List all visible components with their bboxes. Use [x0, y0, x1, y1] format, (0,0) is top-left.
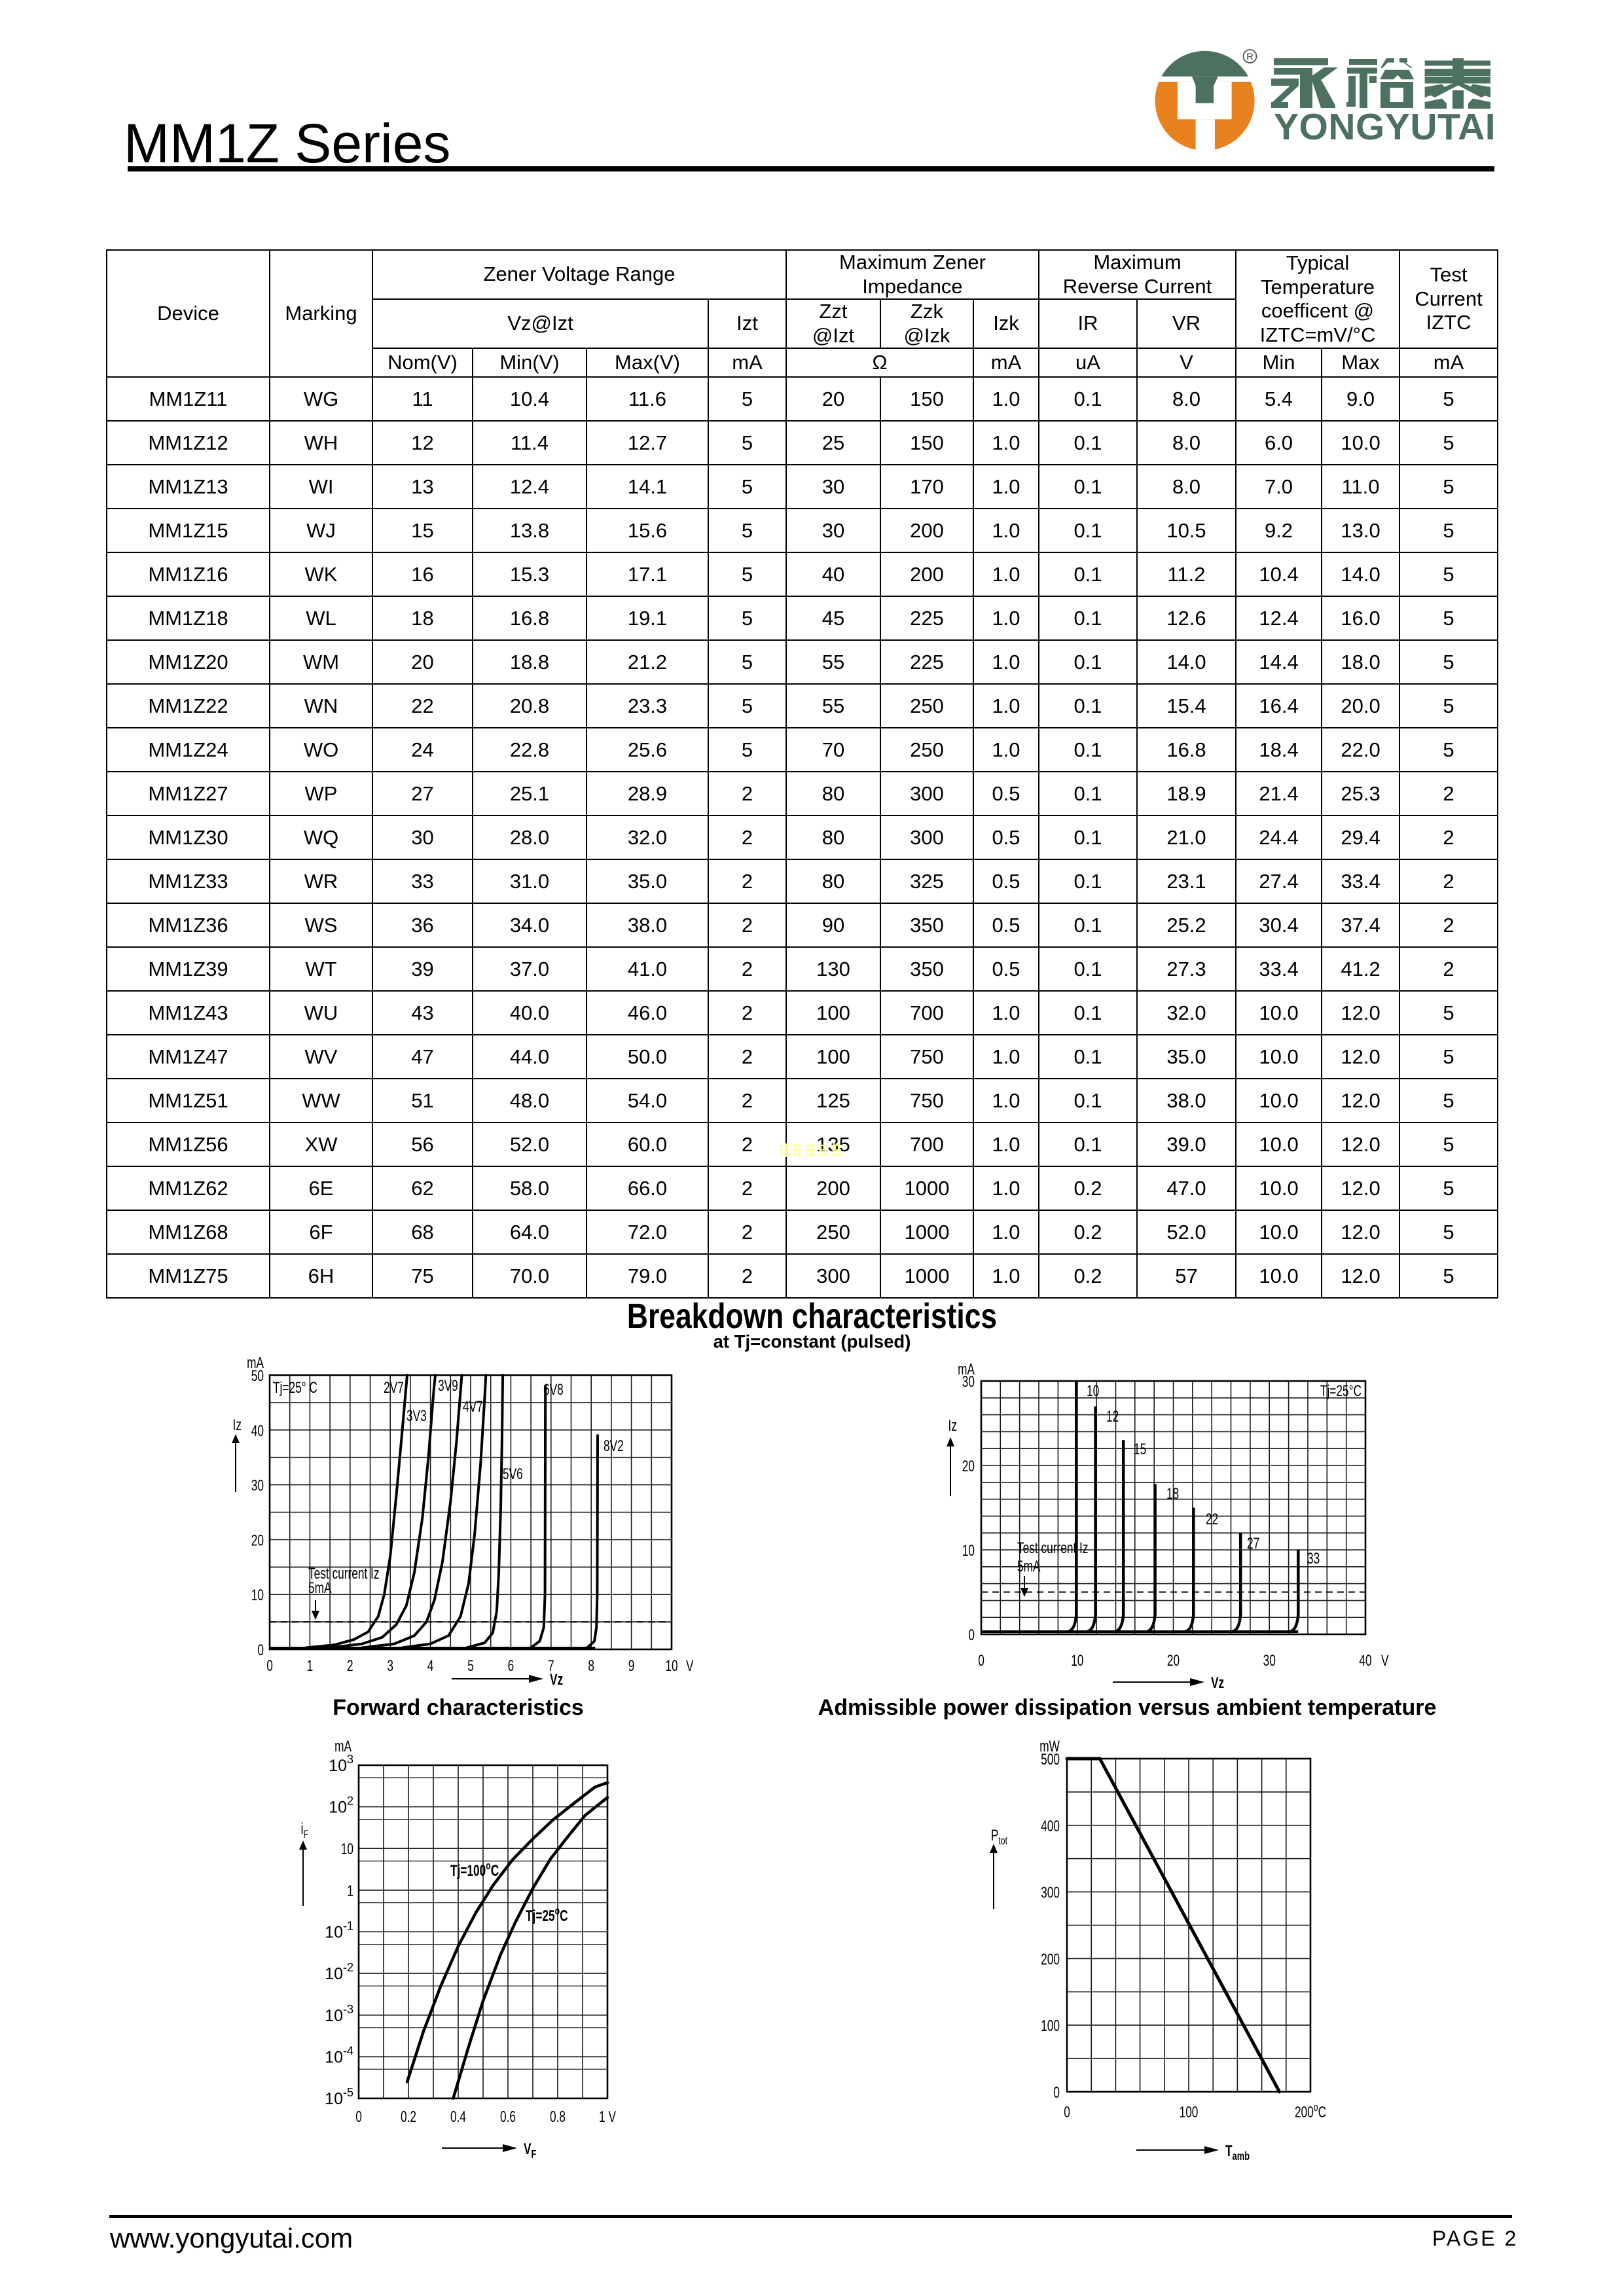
svg-text:Tamb: Tamb	[1225, 2142, 1250, 2162]
svg-text:0: 0	[257, 1641, 264, 1659]
svg-text:0: 0	[968, 1626, 975, 1643]
svg-text:Iz: Iz	[948, 1417, 957, 1434]
svg-text:100: 100	[1180, 2104, 1199, 2121]
svg-text:mA: mA	[247, 1354, 264, 1371]
svg-text:50: 50	[251, 1367, 264, 1384]
svg-text:3V9: 3V9	[438, 1377, 458, 1394]
svg-text:30: 30	[1263, 1652, 1276, 1669]
svg-text:12: 12	[1106, 1408, 1119, 1425]
svg-text:10-2: 10-2	[325, 1961, 353, 1983]
svg-text:27: 27	[1247, 1535, 1259, 1552]
svg-text:15: 15	[1134, 1441, 1146, 1458]
svg-text:Iz: Iz	[233, 1416, 242, 1433]
svg-text:0.8: 0.8	[550, 2108, 566, 2125]
svg-text:mA: mA	[334, 1738, 352, 1755]
svg-text:Vz: Vz	[1211, 1674, 1224, 1691]
svg-text:30: 30	[251, 1477, 264, 1494]
svg-text:2V7: 2V7	[384, 1379, 404, 1396]
svg-text:103: 103	[329, 1753, 353, 1775]
svg-text:6V8: 6V8	[543, 1381, 564, 1398]
svg-text:33: 33	[1307, 1550, 1320, 1567]
svg-text:Vz: Vz	[550, 1671, 563, 1688]
svg-text:22: 22	[1206, 1511, 1218, 1528]
svg-text:1: 1	[347, 1882, 353, 1899]
svg-text:Tj=25oC: Tj=25oC	[526, 1905, 568, 1925]
svg-text:0.6: 0.6	[500, 2108, 516, 2125]
svg-text:V: V	[686, 1657, 694, 1674]
svg-text:20: 20	[962, 1458, 975, 1475]
svg-text:200oC: 200oC	[1295, 2102, 1326, 2121]
svg-text:400: 400	[1041, 1818, 1060, 1835]
svg-text:3: 3	[387, 1657, 393, 1674]
svg-text:102: 102	[329, 1795, 353, 1817]
svg-text:8: 8	[588, 1657, 594, 1674]
svg-text:100: 100	[1041, 2018, 1060, 2035]
svg-text:10: 10	[665, 1657, 677, 1674]
svg-text:0: 0	[978, 1652, 984, 1669]
svg-text:10-4: 10-4	[325, 2044, 353, 2066]
svg-text:10-5: 10-5	[325, 2086, 353, 2108]
svg-text:0.2: 0.2	[401, 2108, 416, 2125]
svg-text:YONGYUTAI: YONGYUTAI	[1274, 106, 1496, 148]
svg-text:40: 40	[251, 1422, 264, 1439]
svg-text:5V6: 5V6	[503, 1465, 523, 1482]
svg-text:0: 0	[355, 2108, 362, 2125]
svg-text:10: 10	[341, 1841, 353, 1858]
svg-text:9: 9	[628, 1657, 635, 1674]
svg-text:6: 6	[508, 1657, 514, 1674]
svg-text:Tj=100oC: Tj=100oC	[450, 1860, 499, 1880]
svg-text:0: 0	[266, 1657, 273, 1674]
svg-text:10: 10	[1087, 1382, 1099, 1399]
svg-text:5mA: 5mA	[308, 1579, 332, 1596]
svg-text:V: V	[1381, 1652, 1389, 1669]
svg-text:10: 10	[1071, 1652, 1083, 1669]
svg-text:40: 40	[1359, 1652, 1371, 1669]
svg-text:10: 10	[962, 1542, 975, 1559]
svg-text:iF: iF	[301, 1820, 308, 1840]
svg-text:0.4: 0.4	[450, 2108, 466, 2125]
svg-text:10: 10	[251, 1587, 264, 1604]
svg-text:0: 0	[1053, 2084, 1060, 2101]
svg-text:10-1: 10-1	[325, 1920, 353, 1942]
svg-text:5: 5	[467, 1657, 474, 1674]
svg-text:4V7: 4V7	[463, 1398, 483, 1415]
svg-text:10-3: 10-3	[325, 2003, 353, 2025]
svg-text:3V3: 3V3	[406, 1407, 427, 1424]
svg-text:Tj=25° C: Tj=25° C	[273, 1379, 317, 1396]
svg-text:20: 20	[1167, 1652, 1180, 1669]
svg-text:30: 30	[962, 1373, 975, 1390]
svg-text:VF: VF	[524, 2140, 536, 2161]
svg-text:R: R	[1246, 52, 1254, 63]
svg-text:1 V: 1 V	[599, 2108, 616, 2125]
svg-text:300: 300	[1041, 1884, 1060, 1901]
svg-text:Tj=25°C: Tj=25°C	[1320, 1382, 1362, 1399]
svg-text:5mA: 5mA	[1017, 1558, 1041, 1575]
svg-text:4: 4	[427, 1657, 434, 1674]
svg-text:mW: mW	[1039, 1738, 1060, 1755]
svg-text:18: 18	[1166, 1485, 1179, 1502]
svg-text:0: 0	[1064, 2104, 1070, 2121]
svg-text:500: 500	[1041, 1751, 1060, 1768]
svg-text:200: 200	[1041, 1951, 1060, 1968]
svg-text:20: 20	[251, 1532, 264, 1549]
svg-text:mA: mA	[958, 1361, 975, 1378]
svg-text:Test current Iz: Test current Iz	[308, 1565, 379, 1582]
svg-text:1: 1	[307, 1657, 314, 1674]
svg-text:8V2: 8V2	[604, 1437, 624, 1454]
svg-text:7: 7	[548, 1657, 554, 1674]
svg-text:2: 2	[347, 1657, 353, 1674]
